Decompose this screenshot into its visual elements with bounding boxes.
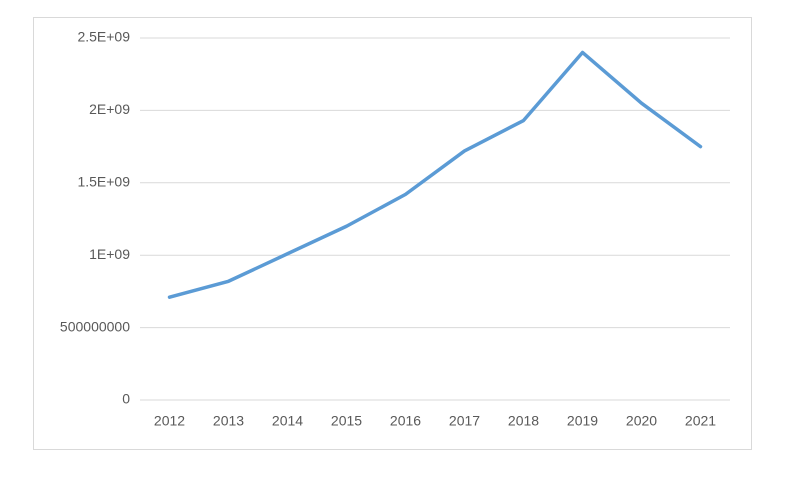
y-tick-label: 1E+09 — [89, 246, 130, 262]
y-tick-label: 1.5E+09 — [77, 174, 130, 190]
x-tick-label: 2019 — [567, 413, 598, 429]
x-tick-label: 2013 — [213, 413, 244, 429]
y-tick-label: 2.5E+09 — [77, 29, 130, 45]
x-tick-label: 2012 — [154, 413, 185, 429]
x-tick-label: 2018 — [508, 413, 539, 429]
x-tick-label: 2021 — [685, 413, 716, 429]
x-tick-label: 2015 — [331, 413, 362, 429]
chart-border — [33, 17, 752, 450]
y-tick-label: 2E+09 — [89, 101, 130, 117]
x-tick-label: 2020 — [626, 413, 657, 429]
y-tick-label: 0 — [122, 391, 130, 407]
data-line — [167, 50, 703, 299]
y-tick-label: 500000000 — [60, 318, 130, 334]
x-tick-label: 2017 — [449, 413, 480, 429]
x-tick-label: 2014 — [272, 413, 303, 429]
x-tick-label: 2016 — [390, 413, 421, 429]
